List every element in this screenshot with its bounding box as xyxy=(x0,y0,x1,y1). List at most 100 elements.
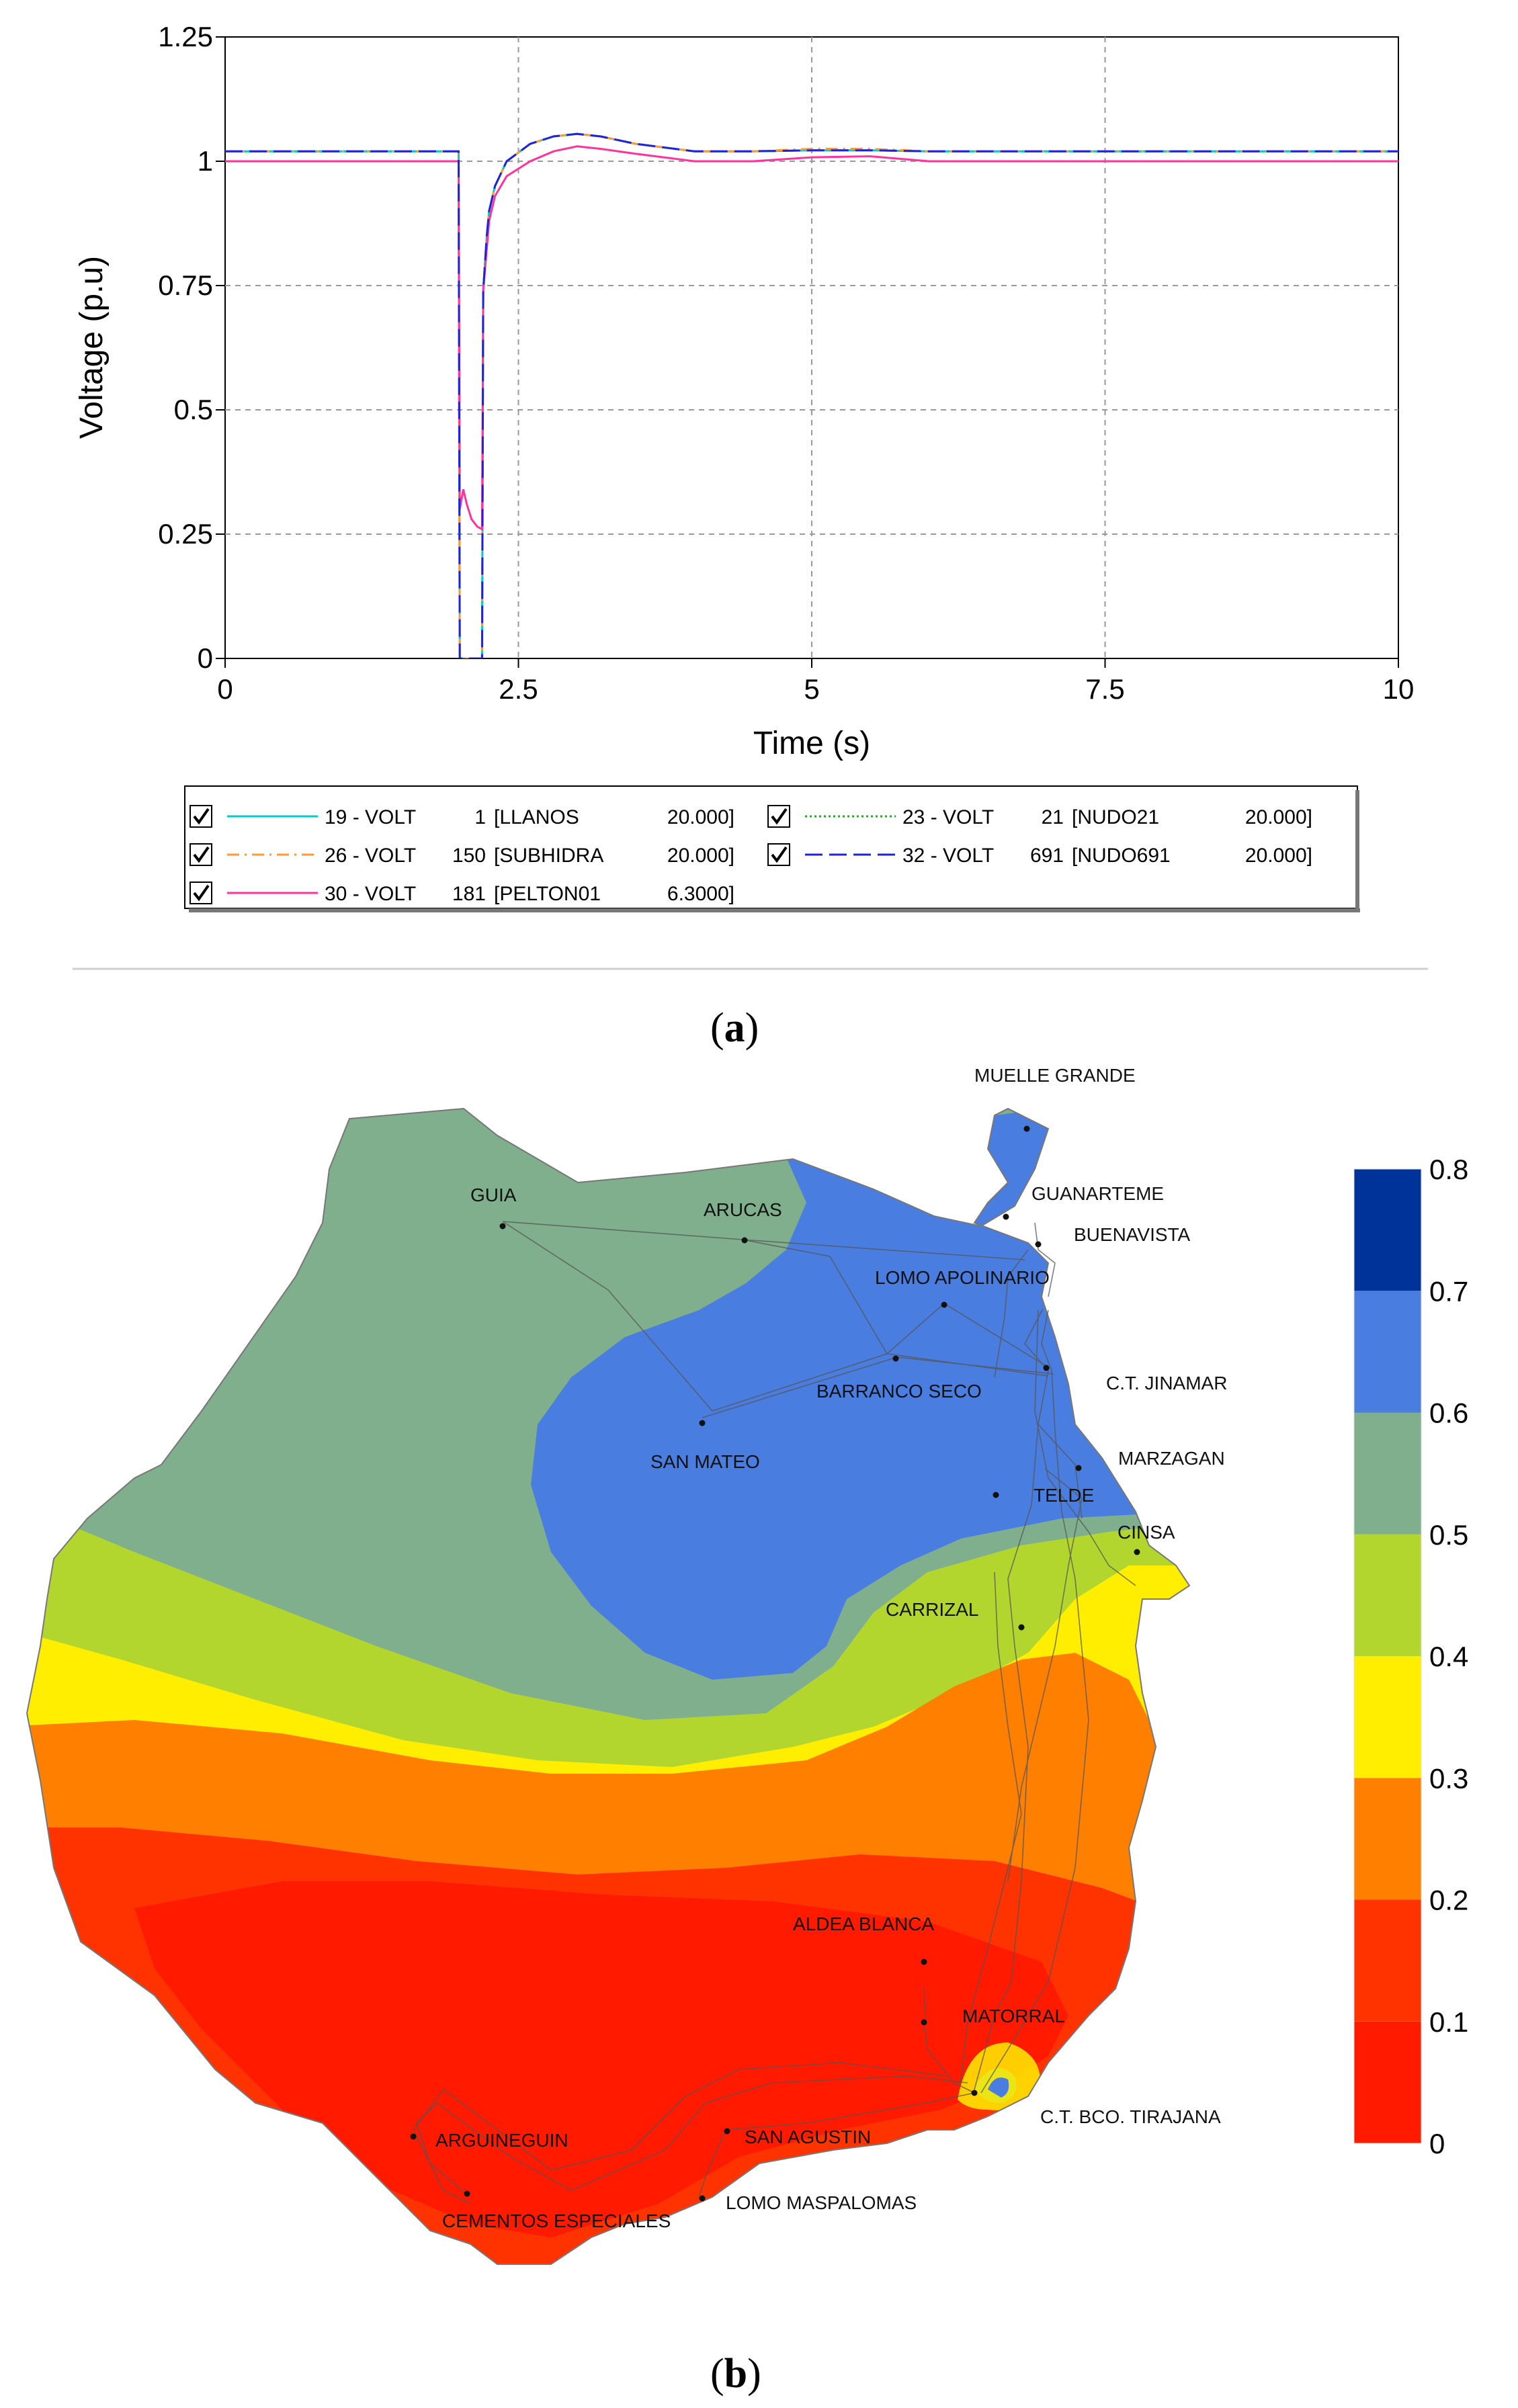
station-dot xyxy=(892,1355,899,1362)
station: SAN AGUSTIN xyxy=(724,2126,871,2147)
station-dot xyxy=(993,1492,999,1498)
colorbar-band xyxy=(1354,1169,1421,1291)
x-tick-label: 5 xyxy=(804,673,819,705)
legend-kv: 20.000] xyxy=(667,845,734,867)
station-label: ARGUINEGUIN xyxy=(435,2130,568,2151)
legend-series-name: 19 - VOLT xyxy=(325,806,416,828)
y-tick-label: 0 xyxy=(198,642,213,674)
band-0.6-0.7 xyxy=(531,1109,1189,1680)
station: ALDEA BLANCA xyxy=(793,1914,934,1965)
y-tick-label: 1.25 xyxy=(158,21,213,52)
check-icon xyxy=(193,846,210,863)
legend-checkbox[interactable] xyxy=(767,805,790,828)
station: MUELLE GRANDE xyxy=(974,1065,1136,1132)
station-dot xyxy=(1018,1624,1025,1631)
station-dot xyxy=(699,2195,706,2202)
colorbar-tick-label: 0.6 xyxy=(1429,1398,1468,1429)
colorbar-tick-label: 0.4 xyxy=(1429,1641,1468,1672)
station-label: GUIA xyxy=(470,1185,517,1205)
station-dot xyxy=(941,1301,947,1308)
colorbar-tick-label: 0.2 xyxy=(1429,1885,1468,1916)
y-tick-label: 0.5 xyxy=(174,394,213,425)
station-dot xyxy=(1035,1241,1042,1248)
colorbar-tick-label: 0.7 xyxy=(1429,1275,1468,1307)
station-label: GUANARTEME xyxy=(1031,1183,1164,1204)
station: GUIA xyxy=(470,1185,517,1230)
check-icon xyxy=(193,808,210,825)
station-dot xyxy=(921,1959,927,1965)
legend-entry: 30 - VOLT 181 [PELTON01 6.3000] xyxy=(189,882,734,905)
legend-bus-number: 1 xyxy=(474,806,486,828)
station: BARRANCO SECO xyxy=(816,1355,982,1402)
colorbar-band xyxy=(1354,1778,1421,1900)
axis-ticks: 0 2.5 5 7.5 10 0 0.25 0.5 0.75 1 1.25 xyxy=(158,21,1414,705)
station-label: BARRANCO SECO xyxy=(816,1381,982,1402)
legend-items: 19 - VOLT 1 [LLANOS 20.000] 23 - VOLT 21 [NUDO… xyxy=(189,805,1312,905)
station-dot xyxy=(1075,1465,1082,1471)
station-label: LOMO MASPALOMAS xyxy=(726,2192,917,2213)
legend-entry: 19 - VOLT 1 [LLANOS 20.000] xyxy=(189,805,734,828)
station: CARRIZAL xyxy=(886,1599,1025,1631)
legend-bus-number: 21 xyxy=(1042,806,1064,828)
voltage-chart: 0 2.5 5 7.5 10 0 0.25 0.5 0.75 1 1.25 Voltage (p.u… xyxy=(73,21,1428,970)
station-dot xyxy=(464,2190,470,2197)
series-line xyxy=(225,132,1398,658)
colorbar-band xyxy=(1354,1534,1421,1656)
legend-series-name: 26 - VOLT xyxy=(325,845,416,867)
colorbar-band xyxy=(1354,1899,1421,2022)
station: GUANARTEME xyxy=(1003,1183,1164,1220)
legend-entry: 26 - VOLT 150 [SUBHIDRA 20.000] xyxy=(189,843,734,867)
station-dot xyxy=(1023,1125,1030,1132)
station-label: BUENAVISTA xyxy=(1074,1224,1191,1245)
legend-checkbox[interactable] xyxy=(767,843,790,866)
panel-label-a: (a) xyxy=(710,1005,759,1051)
local-yellow-spot xyxy=(958,2042,1040,2110)
x-tick-label: 2.5 xyxy=(499,673,538,705)
colorbar-tick-label: 0.1 xyxy=(1429,2006,1468,2038)
station-dot xyxy=(410,2133,417,2140)
station-label: CARRIZAL xyxy=(886,1599,978,1620)
station-markers: MUELLE GRANDE GUANARTEME BUENAVISTA GUIA ARU… xyxy=(410,1065,1227,2231)
colorbar-tick-label: 0.5 xyxy=(1429,1519,1468,1551)
station: C.T. JINAMAR xyxy=(1043,1365,1227,1393)
station-label: MATORRAL xyxy=(962,2006,1065,2026)
station: SAN MATEO xyxy=(650,1420,760,1472)
x-tick-label: 7.5 xyxy=(1085,673,1124,705)
station-label: TELDE xyxy=(1034,1485,1094,1506)
series-lines xyxy=(225,132,1398,658)
station-dot xyxy=(971,2090,978,2096)
legend-kv: 6.3000] xyxy=(667,883,734,905)
legend-checkbox[interactable] xyxy=(189,882,212,904)
station: MARZAGAN xyxy=(1075,1448,1225,1471)
legend-entry: 32 - VOLT 691 [NUDO691 20.000] xyxy=(767,843,1312,867)
station-label: ALDEA BLANCA xyxy=(793,1914,934,1934)
colorbar-band xyxy=(1354,1291,1421,1413)
station-label: CEMENTOS ESPECIALES xyxy=(442,2210,671,2231)
legend-series-name: 30 - VOLT xyxy=(325,883,416,905)
legend-bus-name: [NUDO21 xyxy=(1072,806,1159,828)
legend-series-name: 32 - VOLT xyxy=(902,845,994,867)
colorbar-tick-label: 0 xyxy=(1429,2128,1445,2159)
station-label: SAN MATEO xyxy=(650,1451,760,1472)
legend-checkbox[interactable] xyxy=(189,843,212,866)
station-label: MUELLE GRANDE xyxy=(974,1065,1136,1086)
local-blue-spot xyxy=(988,2077,1009,2098)
station: ARGUINEGUIN xyxy=(410,2130,568,2151)
station-dot xyxy=(499,1223,506,1230)
station-dot xyxy=(1134,1549,1140,1555)
colorbar-tick-label: 0.8 xyxy=(1429,1154,1468,1185)
station: CINSA xyxy=(1118,1522,1175,1555)
legend-kv: 20.000] xyxy=(1245,806,1312,828)
colorbar-band xyxy=(1354,1656,1421,1778)
station-label: CINSA xyxy=(1118,1522,1175,1543)
legend-checkbox[interactable] xyxy=(189,805,212,828)
station: ARUCAS xyxy=(704,1199,782,1244)
station-label: LOMO APOLINARIO xyxy=(875,1267,1050,1288)
station-label: C.T. BCO. TIRAJANA xyxy=(1040,2106,1221,2127)
legend-bus-number: 691 xyxy=(1030,845,1064,867)
legend-kv: 20.000] xyxy=(667,806,734,828)
y-tick-label: 1 xyxy=(198,145,213,177)
station-label: MARZAGAN xyxy=(1118,1448,1225,1469)
series-line xyxy=(225,145,1398,531)
